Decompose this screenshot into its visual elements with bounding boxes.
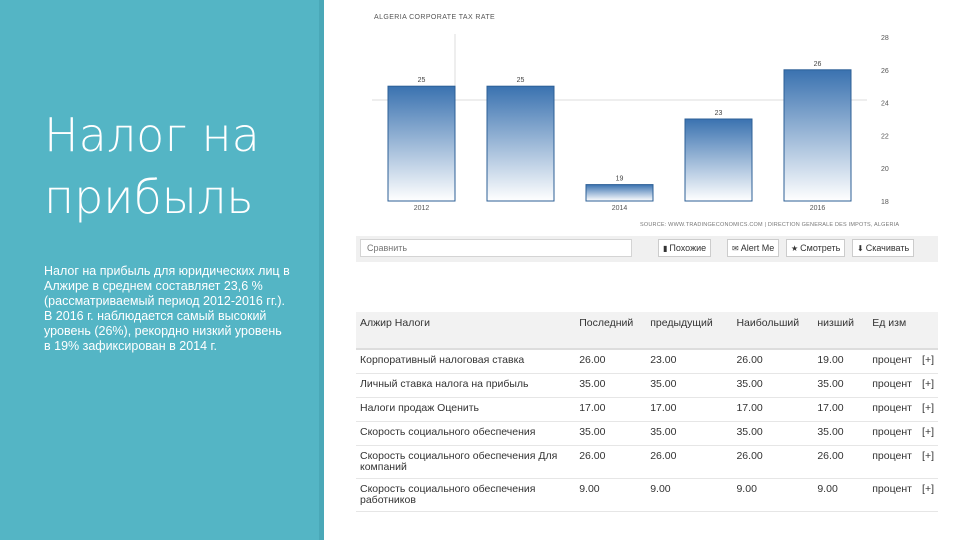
cell-unit: процент	[868, 421, 919, 446]
data-label: 26	[814, 61, 822, 68]
cell-previous: 35.00	[646, 421, 733, 446]
cell-last: 26.00	[575, 349, 647, 374]
table-row: Скорость социального обеспечения Для ком…	[356, 445, 938, 479]
watch-button[interactable]: ★ Смотреть	[786, 239, 846, 257]
expand-button[interactable]: [+]	[918, 421, 938, 446]
row-name-link[interactable]: Скорость социального обеспечения Для ком…	[356, 445, 576, 479]
cell-lowest: 19.00	[813, 349, 869, 374]
y-tick-label: 18	[881, 199, 889, 206]
y-tick-label: 22	[881, 133, 889, 140]
y-tick-label: 20	[881, 166, 889, 173]
cell-last: 17.00	[575, 397, 647, 422]
alert-me-button[interactable]: ✉ Alert Me	[727, 239, 780, 257]
left-panel	[0, 0, 319, 540]
toolbar: ▮Похожие ✉Alert Me ★Смотреть ⬇Скачивать	[356, 236, 938, 262]
y-tick-label: 26	[881, 68, 889, 75]
bar-2016	[783, 69, 852, 202]
expand-button[interactable]: [+]	[918, 445, 938, 479]
cell-unit: процент	[868, 397, 919, 422]
cell-unit: процент	[868, 349, 919, 374]
cell-highest: 17.00	[732, 397, 814, 422]
cell-lowest: 35.00	[813, 373, 869, 398]
envelope-icon: ✉	[732, 244, 739, 253]
row-name-link[interactable]: Скорость социального обеспечения	[356, 421, 576, 446]
compare-input[interactable]	[360, 239, 632, 257]
x-tick-label: 2014	[612, 205, 628, 212]
bar-2013	[486, 85, 555, 202]
bar-2012	[387, 85, 456, 202]
cell-lowest: 17.00	[813, 397, 869, 422]
tax-table: Алжир Налоги Последний предыдущий Наибол…	[356, 312, 938, 512]
slide-body: Налог на прибыль для юридических лиц в А…	[44, 264, 290, 353]
star-icon: ★	[791, 244, 799, 253]
bar-2014	[585, 184, 654, 202]
table-header-row: Алжир Налоги Последний предыдущий Наибол…	[356, 312, 938, 350]
cell-highest: 26.00	[732, 349, 814, 374]
cell-last: 35.00	[575, 421, 647, 446]
table-row: Корпоративный налоговая ставка 26.00 23.…	[356, 349, 938, 374]
expand-button[interactable]: [+]	[918, 373, 938, 398]
table-row: Скорость социального обеспечения 35.00 3…	[356, 421, 938, 446]
cell-last: 35.00	[575, 373, 647, 398]
expand-button[interactable]: [+]	[918, 349, 938, 374]
cell-lowest: 26.00	[813, 445, 869, 479]
download-button[interactable]: ⬇ Скачивать	[852, 239, 915, 257]
cell-lowest: 9.00	[813, 478, 869, 512]
header-last: Последний	[575, 312, 647, 350]
slide-title: Налог на прибыль	[44, 108, 260, 224]
cell-previous: 26.00	[646, 445, 733, 479]
y-tick-label: 28	[881, 35, 889, 42]
chart-source: SOURCE: WWW.TRADINGECONOMICS.COM | DIREC…	[640, 222, 900, 228]
header-previous: предыдущий	[646, 312, 733, 350]
row-name-link[interactable]: Налоги продаж Оценить	[356, 397, 576, 422]
row-name-link[interactable]: Корпоративный налоговая ставка	[356, 349, 576, 374]
header-expand	[918, 312, 938, 350]
cell-highest: 35.00	[732, 421, 814, 446]
header-lowest: низший	[813, 312, 869, 350]
expand-button[interactable]: [+]	[918, 478, 938, 512]
table-row: Налоги продаж Оценить 17.00 17.00 17.00 …	[356, 397, 938, 422]
header-country-taxes: Алжир Налоги	[356, 312, 576, 350]
cell-previous: 17.00	[646, 397, 733, 422]
cell-highest: 26.00	[732, 445, 814, 479]
cell-highest: 35.00	[732, 373, 814, 398]
download-icon: ⬇	[857, 244, 864, 253]
cell-highest: 9.00	[732, 478, 814, 512]
cell-previous: 23.00	[646, 349, 733, 374]
header-highest: Наибольший	[732, 312, 814, 350]
bar-chart: 25 2012 25 19 2014 23 26 2016 18 20 22 24 26 28	[372, 34, 889, 212]
cell-previous: 35.00	[646, 373, 733, 398]
data-label: 25	[418, 77, 426, 84]
cell-unit: процент	[868, 445, 919, 479]
data-label: 25	[517, 77, 525, 84]
row-name-link[interactable]: Скорость социального обеспечения работни…	[356, 478, 576, 512]
cell-last: 26.00	[575, 445, 647, 479]
cell-last: 9.00	[575, 478, 647, 512]
expand-button[interactable]: [+]	[918, 397, 938, 422]
similar-button[interactable]: ▮ Похожие	[658, 239, 712, 257]
row-name-link[interactable]: Личный ставка налога на прибыль	[356, 373, 576, 398]
chart-icon: ▮	[663, 244, 668, 253]
data-label: 19	[616, 176, 624, 183]
x-tick-label: 2016	[810, 205, 826, 212]
bar-2015	[684, 118, 753, 202]
x-tick-label: 2012	[414, 205, 430, 212]
cell-unit: процент	[868, 373, 919, 398]
cell-previous: 9.00	[646, 478, 733, 512]
data-label: 23	[715, 110, 723, 117]
cell-lowest: 35.00	[813, 421, 869, 446]
y-tick-label: 24	[881, 101, 889, 108]
table-row: Личный ставка налога на прибыль 35.00 35…	[356, 373, 938, 398]
panel-divider	[319, 0, 324, 540]
table-row: Скорость социального обеспечения работни…	[356, 478, 938, 512]
header-unit: Ед изм	[868, 312, 919, 350]
chart-title: ALGERIA CORPORATE TAX RATE	[374, 14, 496, 21]
cell-unit: процент	[868, 478, 919, 512]
